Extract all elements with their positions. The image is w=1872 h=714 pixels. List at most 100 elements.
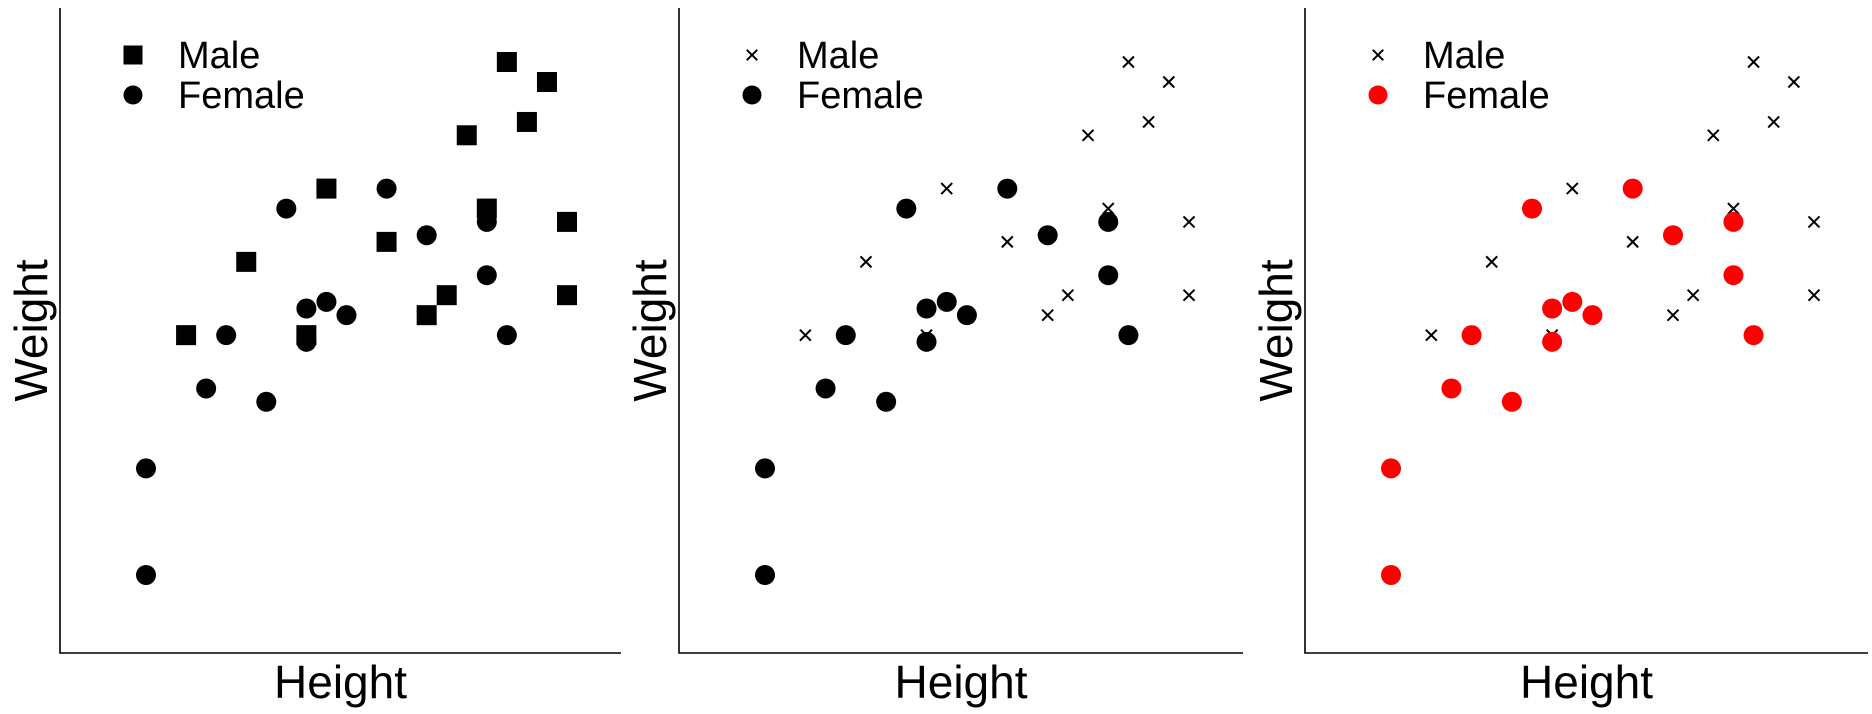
series-female <box>755 178 1139 585</box>
legend-marker-female <box>123 85 143 105</box>
point-female-12 <box>416 225 437 246</box>
point-male-3 <box>236 251 257 272</box>
point-male-2 <box>1566 182 1579 195</box>
legend-label-female: Female <box>178 75 305 117</box>
point-male-8 <box>1102 202 1115 215</box>
point-female-3 <box>1441 378 1462 399</box>
point-male-5 <box>376 231 397 252</box>
point-male-5 <box>1626 235 1639 249</box>
x-axis-label: Height <box>895 656 1028 708</box>
point-female-10 <box>1582 305 1603 326</box>
point-male-2 <box>316 178 337 199</box>
legend-marker-male <box>1372 49 1384 61</box>
point-male-13 <box>557 211 577 232</box>
point-male-6 <box>1061 288 1075 302</box>
point-female-3 <box>815 378 836 399</box>
point-female-12 <box>1037 225 1058 246</box>
point-female-13 <box>1098 211 1119 232</box>
legend-label-female: Female <box>797 75 924 117</box>
point-female-15 <box>1118 325 1139 346</box>
point-male-3 <box>859 255 873 269</box>
point-male-12 <box>536 71 557 92</box>
y-axis-label: Weight <box>5 259 57 402</box>
point-male-7 <box>1666 308 1680 322</box>
point-female-2 <box>136 565 156 585</box>
y-axis-label: Weight <box>1250 259 1302 402</box>
point-female-15 <box>1743 325 1764 346</box>
point-male-14 <box>1182 288 1196 302</box>
point-female-6 <box>276 198 297 219</box>
point-male-6 <box>436 285 457 306</box>
point-female-14 <box>1098 265 1119 286</box>
point-female-7 <box>296 331 317 352</box>
point-female-5 <box>876 391 897 412</box>
legend-marker-male <box>123 45 143 65</box>
point-female-13 <box>476 211 497 232</box>
point-female-11 <box>376 178 397 199</box>
x-axis-label: Height <box>274 656 407 708</box>
point-male-11 <box>1767 115 1780 129</box>
point-female-15 <box>496 325 517 346</box>
point-male-1 <box>799 328 812 342</box>
axis-lines <box>59 8 621 654</box>
point-female-2 <box>755 565 775 585</box>
point-female-4 <box>835 325 856 346</box>
point-female-4 <box>1461 325 1482 346</box>
point-male-5 <box>1001 235 1014 249</box>
point-female-6 <box>896 198 917 219</box>
point-female-8 <box>296 298 317 319</box>
point-male-9 <box>1081 129 1095 142</box>
point-male-14 <box>1807 288 1821 302</box>
point-female-10 <box>336 305 357 326</box>
point-female-5 <box>1501 391 1522 412</box>
point-female-9 <box>316 291 337 312</box>
point-female-1 <box>1381 458 1401 479</box>
point-female-5 <box>256 391 277 412</box>
point-male-11 <box>1142 115 1155 129</box>
legend-label-female: Female <box>1423 75 1550 117</box>
point-female-10 <box>956 305 977 326</box>
point-female-9 <box>1562 291 1583 312</box>
point-male-9 <box>456 125 477 146</box>
point-male-7 <box>416 305 437 326</box>
axis-lines <box>678 8 1243 654</box>
point-female-11 <box>1622 178 1643 199</box>
point-female-2 <box>1381 565 1401 585</box>
point-female-8 <box>916 298 937 319</box>
point-male-1 <box>176 325 197 346</box>
point-male-14 <box>557 285 577 306</box>
point-male-10 <box>1747 55 1760 69</box>
point-female-4 <box>216 325 237 346</box>
point-female-8 <box>1542 298 1563 319</box>
legend-marker-female <box>1368 85 1388 105</box>
point-male-10 <box>1122 55 1135 69</box>
point-female-1 <box>136 458 156 479</box>
point-female-14 <box>476 265 497 286</box>
legend-marker-male <box>746 49 758 61</box>
point-female-9 <box>936 291 957 312</box>
legend-marker-female <box>742 85 762 105</box>
point-male-2 <box>940 182 953 195</box>
point-male-12 <box>1162 75 1176 89</box>
series-female <box>136 178 517 585</box>
point-female-6 <box>1522 198 1542 219</box>
point-male-13 <box>1807 215 1821 229</box>
point-male-13 <box>1182 215 1196 229</box>
x-axis-label: Height <box>1520 656 1653 708</box>
axis-lines <box>1304 8 1868 654</box>
point-male-1 <box>1425 328 1438 342</box>
point-male-12 <box>1787 75 1801 89</box>
point-male-7 <box>1041 308 1054 322</box>
point-female-7 <box>916 331 937 352</box>
legend-label-male: Male <box>1423 35 1505 77</box>
point-male-11 <box>516 111 537 132</box>
point-female-13 <box>1723 211 1744 232</box>
point-male-10 <box>496 52 517 72</box>
